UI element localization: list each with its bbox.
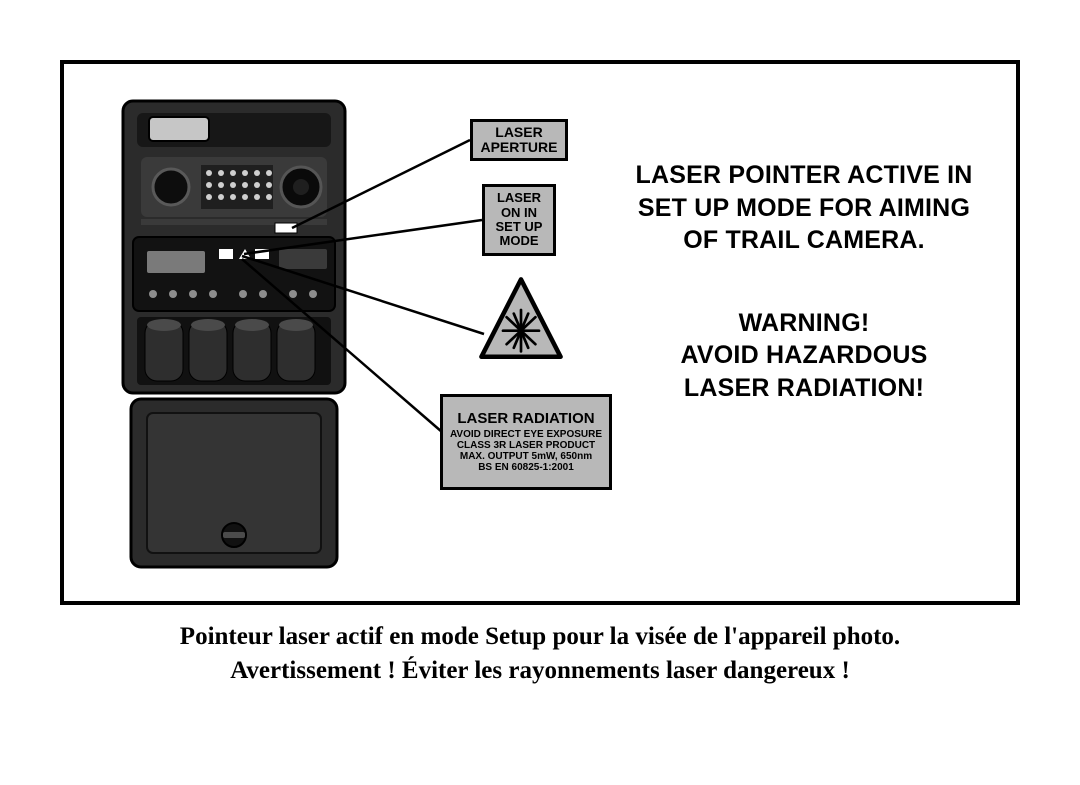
label-line: BS EN 60825-1:2001 (443, 462, 609, 473)
caption: Pointeur laser actif en mode Setup pour … (0, 620, 1080, 688)
warning-line: LASER RADIATION! (619, 372, 989, 405)
diagram-frame: LASER APERTURE LASER ON IN SET UP MODE (60, 60, 1020, 605)
label-line: APERTURE (473, 140, 565, 155)
notice-line: SET UP MODE FOR AIMING (619, 192, 989, 225)
label-line: LASER (473, 125, 565, 140)
ir-led-array (201, 165, 273, 209)
control-panel (133, 237, 335, 311)
warning-line: WARNING! (619, 307, 989, 340)
caption-line: Pointeur laser actif en mode Setup pour … (0, 620, 1080, 654)
label-line: CLASS 3R LASER PRODUCT (443, 440, 609, 451)
warning-line: AVOID HAZARDOUS (619, 339, 989, 372)
notice-block: LASER POINTER ACTIVE IN SET UP MODE FOR … (619, 159, 989, 257)
label-line: MODE (485, 234, 553, 248)
label-laser-aperture: LASER APERTURE (470, 119, 568, 161)
device-illustration (119, 99, 349, 574)
page: LASER APERTURE LASER ON IN SET UP MODE (0, 0, 1080, 785)
pir-lens (153, 169, 189, 205)
notice-line: LASER POINTER ACTIVE IN (619, 159, 989, 192)
label-laser-radiation: LASER RADIATION AVOID DIRECT EYE EXPOSUR… (440, 394, 612, 490)
laser-hazard-triangle-icon (476, 274, 566, 364)
label-line: ON IN (485, 206, 553, 220)
label-line: SET UP (485, 220, 553, 234)
flash-window (149, 117, 209, 141)
lcd-display (147, 251, 205, 273)
label-line: MAX. OUTPUT 5mW, 650nm (443, 451, 609, 462)
warning-block: WARNING! AVOID HAZARDOUS LASER RADIATION… (619, 307, 989, 405)
brand-plate (279, 249, 327, 269)
label-line: LASER (485, 191, 553, 205)
right-text-block: LASER POINTER ACTIVE IN SET UP MODE FOR … (619, 159, 989, 404)
notice-line: OF TRAIL CAMERA. (619, 224, 989, 257)
label-laser-setup-mode: LASER ON IN SET UP MODE (482, 184, 556, 256)
label-header: LASER RADIATION (443, 411, 609, 428)
caption-line: Avertissement ! Éviter les rayonnements … (0, 654, 1080, 688)
label-line: AVOID DIRECT EYE EXPOSURE (443, 429, 609, 440)
laser-aperture (275, 223, 297, 233)
